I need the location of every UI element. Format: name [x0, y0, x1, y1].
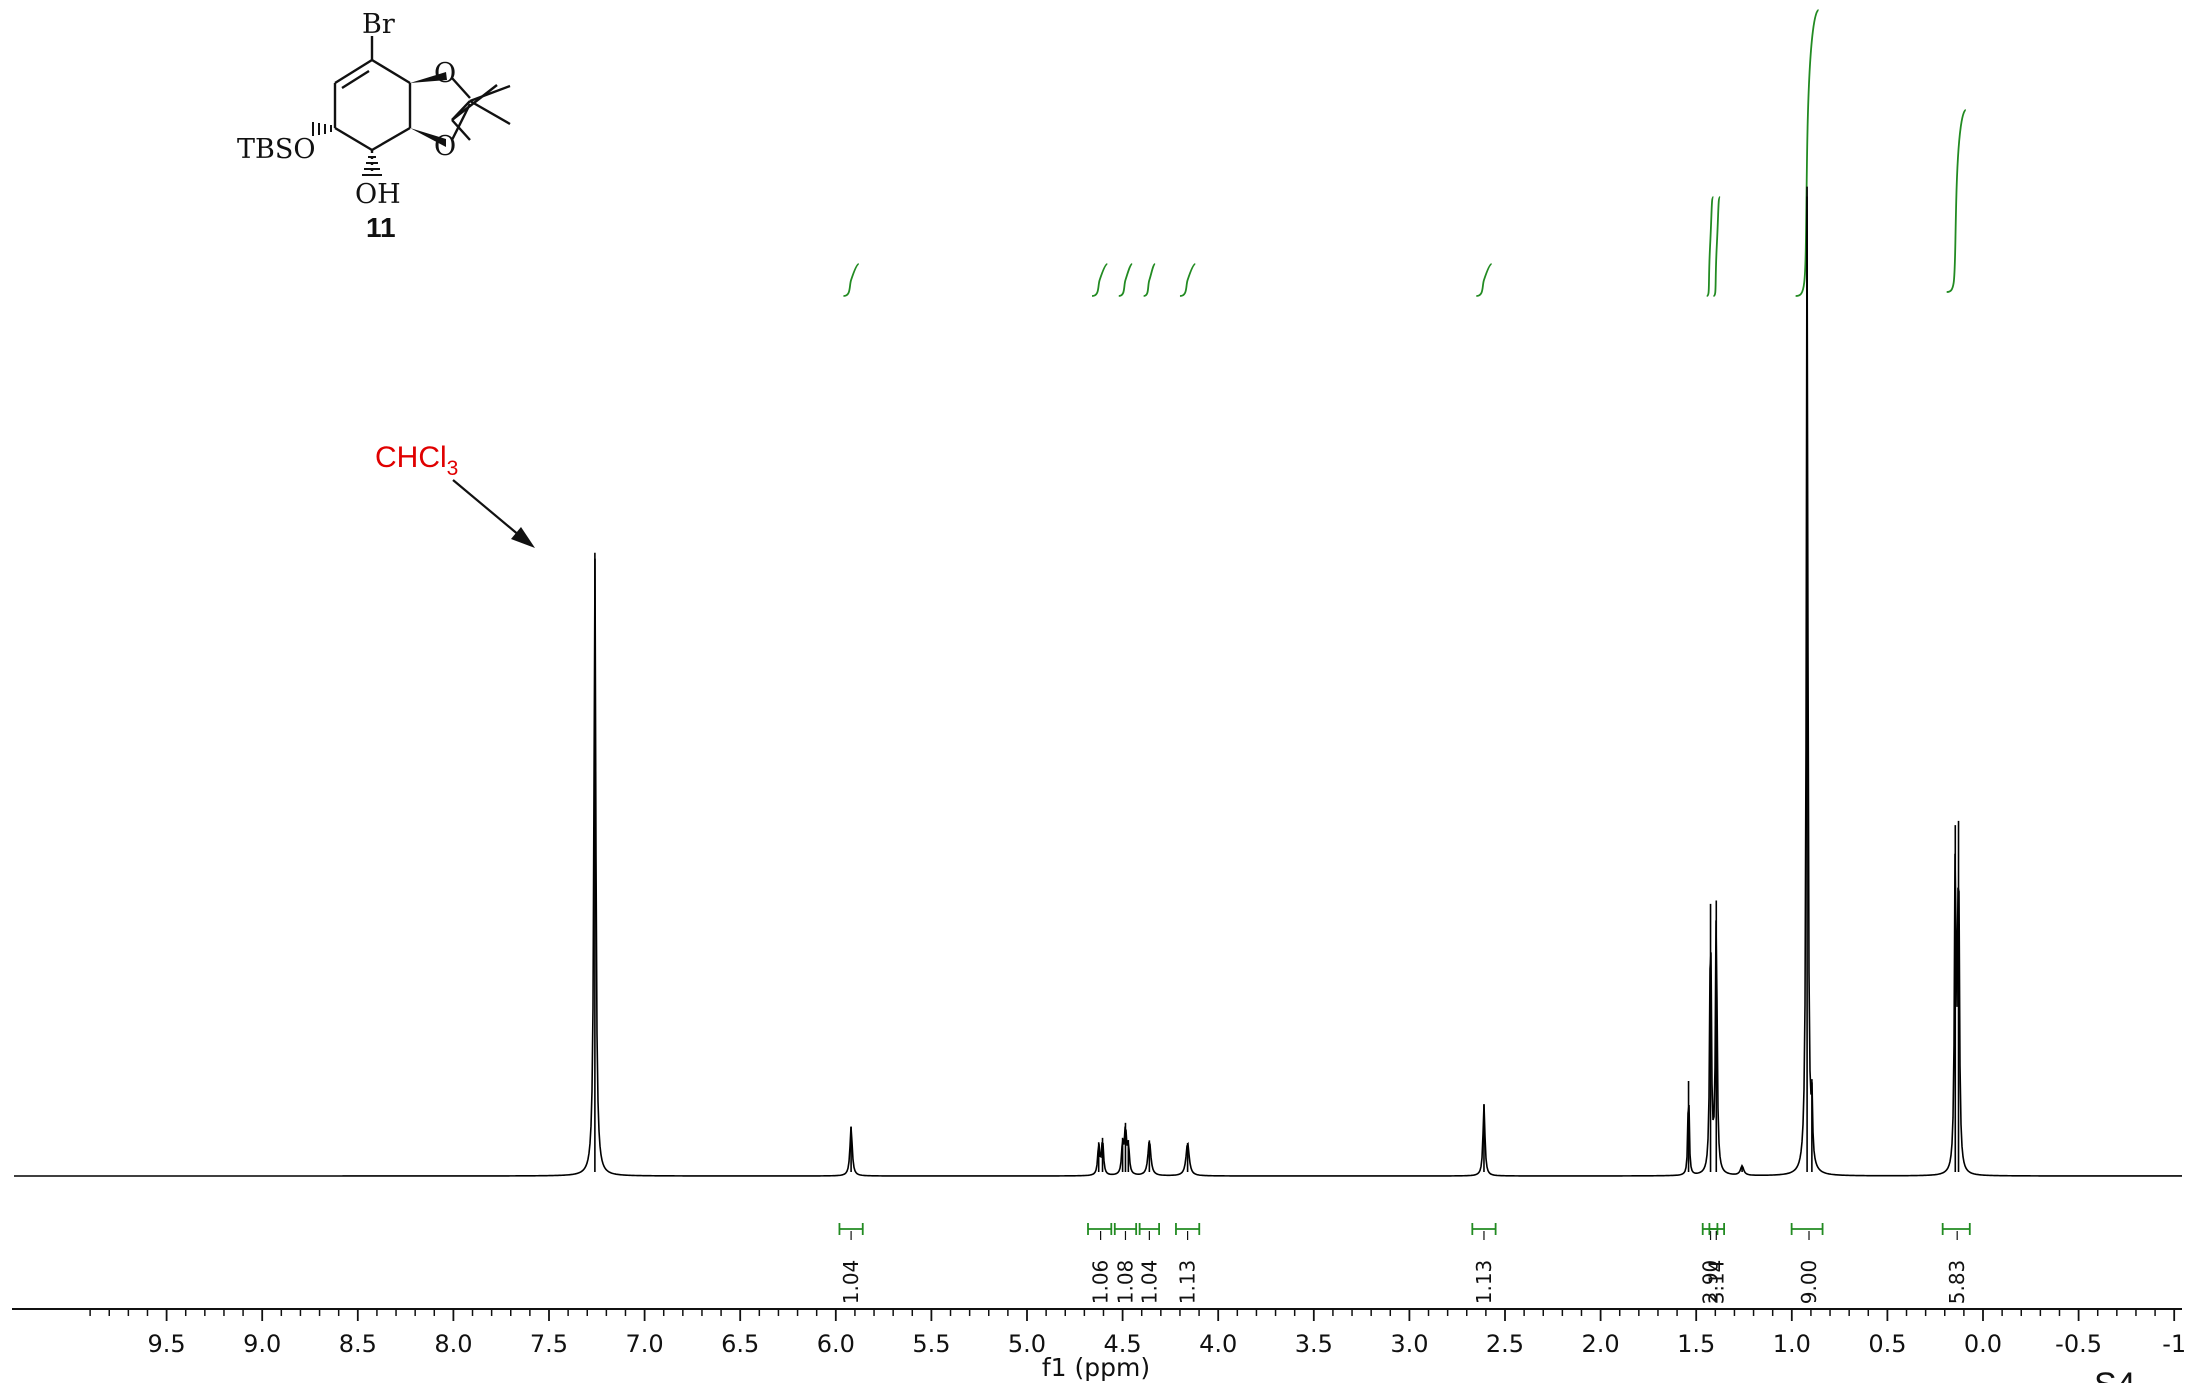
- integral-label-2: 1.08: [1113, 1260, 1137, 1305]
- x-axis-tick-label-20: -0.5: [2055, 1330, 2102, 1358]
- x-axis-tick-label-3: 8.0: [434, 1330, 472, 1358]
- x-axis-tick-label-17: 1.0: [1773, 1330, 1811, 1358]
- integral-curve-7: [1713, 196, 1721, 297]
- molecule-hash-tbso: [312, 122, 332, 136]
- molecule-wedges: [410, 72, 447, 147]
- integral-label-4: 1.13: [1176, 1260, 1200, 1305]
- x-axis-tick-label-7: 6.0: [817, 1330, 855, 1358]
- integral-label-3: 1.04: [1137, 1260, 1161, 1305]
- integral-label-8: 9.00: [1797, 1260, 1821, 1305]
- solvent-annotation-main: CHCl: [375, 441, 447, 474]
- integral-label-9: 5.83: [1945, 1260, 1969, 1305]
- solvent-annotation-sub: 3: [447, 457, 459, 480]
- x-axis-tick-label-9: 5.0: [1008, 1330, 1046, 1358]
- solvent-annotation-arrowhead: [511, 527, 535, 548]
- integral-label-1: 1.06: [1089, 1260, 1113, 1305]
- x-axis-tick-label-4: 7.5: [530, 1330, 568, 1358]
- oxygen-top-label: O: [434, 58, 456, 89]
- x-axis-tick-label-1: 9.0: [243, 1330, 281, 1358]
- x-axis-tick-label-21: -1: [2162, 1330, 2186, 1358]
- integral-curves: [843, 9, 1967, 297]
- solvent-annotation-label: CHCl3: [375, 441, 458, 480]
- integral-curve-2: [1118, 263, 1133, 297]
- integral-curve-9: [1946, 109, 1967, 293]
- x-axis-tick-label-13: 3.0: [1390, 1330, 1428, 1358]
- integral-curve-3: [1143, 263, 1156, 297]
- x-axis-tick-label-19: 0.0: [1964, 1330, 2002, 1358]
- x-axis-tick-labels: 9.5 9.0 8.5 8.0 7.5 7.0 6.5 6.0 5.5 5.0 4.5 4.0 3.5 3…: [148, 1330, 2187, 1358]
- x-axis-tick-label-14: 2.5: [1486, 1330, 1524, 1358]
- page-number: S4: [2094, 1366, 2136, 1383]
- integral-curve-6: [1706, 196, 1715, 297]
- integral-curve-1: [1091, 263, 1108, 297]
- x-axis-tick-label-18: 0.5: [1868, 1330, 1906, 1358]
- x-axis-tick-label-16: 1.5: [1677, 1330, 1715, 1358]
- integral-curve-4: [1179, 263, 1196, 297]
- x-axis-tick-label-5: 7.0: [626, 1330, 664, 1358]
- integral-curve-5: [1476, 263, 1493, 297]
- br-label: Br: [362, 9, 395, 40]
- oxygen-bottom-label: O: [434, 131, 456, 162]
- molecule-structure: [333, 36, 511, 176]
- integral-label-5: 1.13: [1472, 1260, 1496, 1305]
- x-axis-tick-label-15: 2.0: [1582, 1330, 1620, 1358]
- integral-labels: 1.04 1.06 1.08 1.04 1.13 1.13 2.903.14 9.00 5.83: [839, 1260, 1969, 1305]
- x-axis-tick-label-12: 3.5: [1295, 1330, 1333, 1358]
- integral-label-7: 3.14: [1704, 1260, 1728, 1305]
- x-axis-minor-ticks: [89, 1309, 2156, 1316]
- x-axis-tick-label-0: 9.5: [148, 1330, 186, 1358]
- x-axis-tick-label-11: 4.0: [1199, 1330, 1237, 1358]
- spectrum-trace: [14, 196, 2182, 1177]
- molecule-hash-oh: [362, 156, 382, 176]
- oh-label: OH: [355, 179, 401, 210]
- integral-curve-0: [843, 263, 860, 297]
- integral-brackets: [838, 1223, 1971, 1240]
- x-axis-title: f1 (ppm): [1042, 1353, 1150, 1382]
- x-axis-tick-label-6: 6.5: [721, 1330, 759, 1358]
- integral-curve-8: [1795, 9, 1819, 297]
- x-axis-tick-label-10: 4.5: [1104, 1330, 1142, 1358]
- integral-label-6: 2.90: [1699, 1260, 1723, 1305]
- compound-number: 11: [366, 212, 396, 243]
- x-axis-tick-label-2: 8.5: [339, 1330, 377, 1358]
- integral-label-0: 1.04: [839, 1260, 863, 1305]
- tbso-label: TBSO: [237, 134, 315, 165]
- solvent-annotation-arrow-line: [452, 479, 521, 537]
- x-axis-major-ticks: [165, 1309, 2176, 1321]
- x-axis-tick-label-8: 5.5: [912, 1330, 950, 1358]
